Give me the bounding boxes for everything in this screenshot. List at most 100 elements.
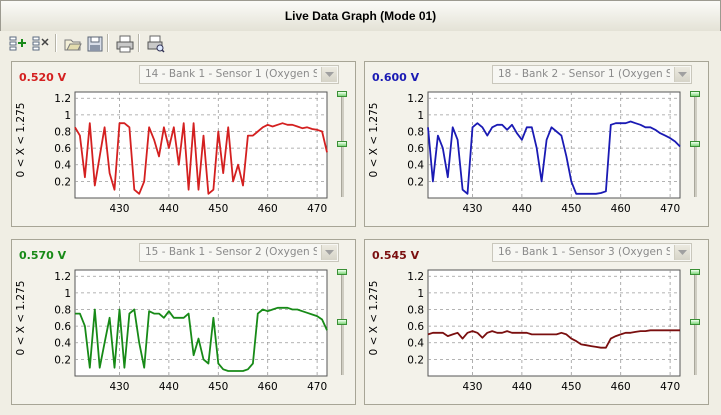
save-icon bbox=[87, 36, 103, 52]
x-tick-label: 450 bbox=[561, 203, 581, 215]
y-tick-label: 0.2 bbox=[54, 176, 71, 188]
x-tick-label: 440 bbox=[512, 381, 532, 393]
y-tick-label: 0.2 bbox=[407, 354, 424, 366]
y-tick-label: 0.8 bbox=[407, 126, 424, 138]
y-tick-label: 0.2 bbox=[407, 176, 424, 188]
y-tick-label: 1.2 bbox=[54, 93, 71, 105]
y-tick-label: 0.6 bbox=[54, 143, 71, 155]
slider-max-thumb[interactable] bbox=[690, 91, 700, 97]
y-tick-label: 1 bbox=[64, 110, 71, 122]
dropdown-button[interactable] bbox=[321, 67, 337, 82]
x-tick-label: 460 bbox=[611, 203, 631, 215]
x-tick-label: 460 bbox=[258, 381, 278, 393]
dropdown-button[interactable] bbox=[674, 67, 690, 82]
chevron-down-icon bbox=[325, 250, 334, 255]
sensor-select-value: 14 - Bank 1 - Sensor 1 (Oxygen Senso bbox=[145, 68, 317, 80]
add-sensor-button[interactable] bbox=[7, 33, 27, 53]
y-tick-label: 0.4 bbox=[54, 338, 71, 350]
open-file-icon bbox=[64, 39, 82, 51]
y-tick-label: 1 bbox=[417, 288, 424, 300]
plot-area bbox=[74, 269, 328, 377]
chart: 0.2 0.4 0.6 0.8 1 1.2 430 440 450 460 470 bbox=[54, 269, 328, 393]
sensor-value: 0.570 V bbox=[19, 249, 67, 262]
chart: 0.2 0.4 0.6 0.8 1 1.2 430 440 450 460 470 bbox=[407, 91, 681, 215]
y-tick-label: 1.2 bbox=[407, 93, 424, 105]
y-tick-label: 0.8 bbox=[54, 126, 71, 138]
open-file-button[interactable] bbox=[62, 33, 82, 53]
x-tick-label: 470 bbox=[307, 381, 327, 393]
x-tick-label: 450 bbox=[208, 203, 228, 215]
graph-panel-2: 0.600 V 18 - Bank 2 - Sensor 1 (Oxygen S… bbox=[364, 61, 709, 227]
slider-max-thumb[interactable] bbox=[337, 269, 347, 275]
vertical-slider[interactable] bbox=[335, 91, 349, 197]
y-tick-label: 1 bbox=[417, 110, 424, 122]
slider-min-thumb[interactable] bbox=[337, 319, 347, 325]
y-tick-label: 1 bbox=[64, 288, 71, 300]
window-title: Live Data Graph (Mode 01) bbox=[284, 9, 437, 23]
y-tick-label: 0.8 bbox=[407, 304, 424, 316]
dropdown-button[interactable] bbox=[674, 245, 690, 260]
plot-area bbox=[427, 91, 681, 199]
x-tick-label: 470 bbox=[660, 381, 680, 393]
save-button[interactable] bbox=[84, 33, 104, 53]
print-icon bbox=[116, 35, 134, 53]
sensor-select[interactable]: 14 - Bank 1 - Sensor 1 (Oxygen Senso bbox=[139, 65, 339, 84]
y-tick-label: 0.2 bbox=[54, 354, 71, 366]
x-tick-label: 440 bbox=[512, 203, 532, 215]
sensor-value: 0.600 V bbox=[372, 71, 420, 84]
series-line bbox=[75, 306, 328, 372]
x-tick-label: 450 bbox=[208, 381, 228, 393]
sensor-select[interactable]: 16 - Bank 1 - Sensor 3 (Oxygen Senso bbox=[492, 243, 692, 262]
chevron-down-icon bbox=[678, 250, 687, 255]
y-tick-label: 0.6 bbox=[407, 321, 424, 333]
print-preview-button[interactable] bbox=[145, 33, 165, 53]
remove-sensor-icon bbox=[32, 36, 49, 51]
slider-max-thumb[interactable] bbox=[690, 269, 700, 275]
y-tick-label: 0.6 bbox=[407, 143, 424, 155]
sensor-select-value: 18 - Bank 2 - Sensor 1 (Oxygen Senso bbox=[498, 68, 670, 80]
x-tick-label: 460 bbox=[258, 203, 278, 215]
x-tick-label: 470 bbox=[307, 203, 327, 215]
slider-max-thumb[interactable] bbox=[337, 91, 347, 97]
remove-sensor-button[interactable] bbox=[30, 33, 50, 53]
sensor-value: 0.545 V bbox=[372, 249, 420, 262]
slider-min-thumb[interactable] bbox=[690, 319, 700, 325]
plot-area bbox=[427, 269, 681, 377]
sensor-value: 0.520 V bbox=[19, 71, 67, 84]
vertical-slider[interactable] bbox=[688, 269, 702, 375]
y-tick-label: 0.6 bbox=[54, 321, 71, 333]
y-tick-label: 0.4 bbox=[407, 160, 424, 172]
window-title-bar: Live Data Graph (Mode 01) bbox=[0, 0, 721, 32]
x-tick-label: 430 bbox=[462, 381, 482, 393]
sensor-select[interactable]: 15 - Bank 1 - Sensor 2 (Oxygen Senso bbox=[139, 243, 339, 262]
x-tick-label: 450 bbox=[561, 381, 581, 393]
print-preview-icon bbox=[147, 35, 165, 53]
add-sensor-icon bbox=[9, 36, 26, 51]
series-line bbox=[427, 329, 680, 349]
x-tick-label: 430 bbox=[109, 203, 129, 215]
series-line bbox=[74, 122, 328, 195]
vertical-slider[interactable] bbox=[688, 91, 702, 197]
graph-panel-1: 0.520 V 14 - Bank 1 - Sensor 1 (Oxygen S… bbox=[11, 61, 356, 227]
y-tick-label: 1.2 bbox=[54, 271, 71, 283]
sensor-select[interactable]: 18 - Bank 2 - Sensor 1 (Oxygen Senso bbox=[492, 65, 692, 84]
series-line bbox=[427, 120, 681, 195]
dropdown-button[interactable] bbox=[321, 245, 337, 260]
x-tick-label: 470 bbox=[660, 203, 680, 215]
sensor-select-value: 16 - Bank 1 - Sensor 3 (Oxygen Senso bbox=[498, 246, 670, 258]
graph-panel-3: 0.570 V 15 - Bank 1 - Sensor 2 (Oxygen S… bbox=[11, 239, 356, 405]
slider-min-thumb[interactable] bbox=[690, 141, 700, 147]
print-button[interactable] bbox=[114, 33, 134, 53]
slider-min-thumb[interactable] bbox=[337, 141, 347, 147]
x-tick-label: 440 bbox=[159, 203, 179, 215]
toolbar bbox=[0, 31, 721, 55]
x-tick-label: 460 bbox=[611, 381, 631, 393]
plot-area bbox=[74, 91, 328, 199]
x-tick-label: 430 bbox=[462, 203, 482, 215]
sensor-select-value: 15 - Bank 1 - Sensor 2 (Oxygen Senso bbox=[145, 246, 317, 258]
chart: 0.2 0.4 0.6 0.8 1 1.2 430 440 450 460 470 bbox=[54, 91, 328, 215]
vertical-slider[interactable] bbox=[335, 269, 349, 375]
y-tick-label: 0.4 bbox=[407, 338, 424, 350]
x-tick-label: 440 bbox=[159, 381, 179, 393]
graph-panel-4: 0.545 V 16 - Bank 1 - Sensor 3 (Oxygen S… bbox=[364, 239, 709, 405]
